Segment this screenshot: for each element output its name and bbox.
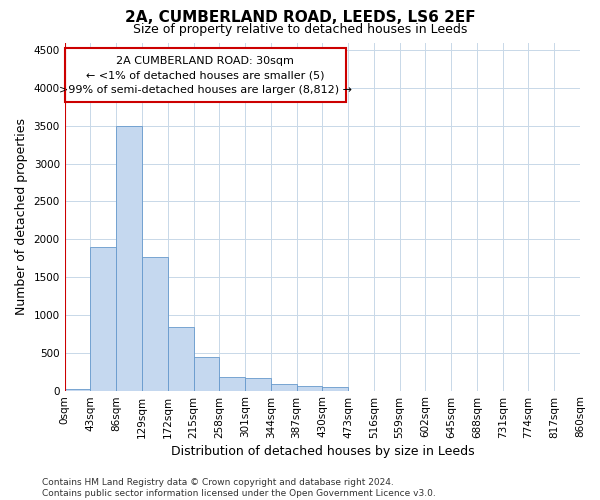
Bar — [296, 386, 322, 390]
Text: 2A, CUMBERLAND ROAD, LEEDS, LS6 2EF: 2A, CUMBERLAND ROAD, LEEDS, LS6 2EF — [125, 10, 475, 25]
Text: 2A CUMBERLAND ROAD: 30sqm: 2A CUMBERLAND ROAD: 30sqm — [116, 56, 294, 66]
X-axis label: Distribution of detached houses by size in Leeds: Distribution of detached houses by size … — [170, 444, 474, 458]
Text: Contains HM Land Registry data © Crown copyright and database right 2024.
Contai: Contains HM Land Registry data © Crown c… — [42, 478, 436, 498]
Text: ← <1% of detached houses are smaller (5): ← <1% of detached houses are smaller (5) — [86, 70, 325, 80]
FancyBboxPatch shape — [65, 48, 346, 102]
Bar — [168, 327, 193, 390]
Text: Size of property relative to detached houses in Leeds: Size of property relative to detached ho… — [133, 22, 467, 36]
Bar — [91, 247, 116, 390]
Bar — [219, 378, 245, 390]
Bar — [65, 388, 91, 390]
Bar — [193, 356, 219, 390]
Bar — [245, 378, 271, 390]
Bar — [116, 126, 142, 390]
Bar — [322, 387, 348, 390]
Text: >99% of semi-detached houses are larger (8,812) →: >99% of semi-detached houses are larger … — [59, 84, 352, 94]
Y-axis label: Number of detached properties: Number of detached properties — [15, 118, 28, 315]
Bar — [142, 258, 168, 390]
Bar — [271, 384, 296, 390]
